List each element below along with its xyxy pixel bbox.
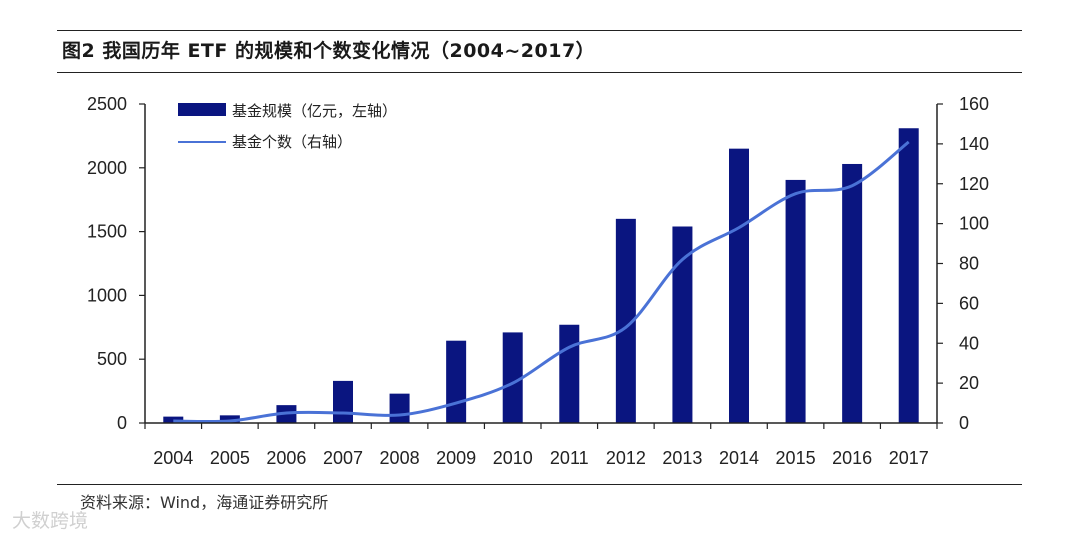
y-right-tick-label: 160 bbox=[959, 94, 989, 114]
line-series bbox=[173, 140, 910, 424]
bar-2008 bbox=[389, 393, 410, 423]
bar-series bbox=[163, 128, 919, 424]
legend: 基金规模（亿元，左轴） 基金个数（右轴） bbox=[178, 102, 397, 151]
x-tick-label: 2005 bbox=[210, 448, 250, 468]
bar-2012 bbox=[615, 218, 636, 423]
x-tick-label: 2013 bbox=[662, 448, 702, 468]
x-tick-label: 2007 bbox=[323, 448, 363, 468]
bar-2016 bbox=[842, 163, 863, 424]
bottom-rule bbox=[57, 484, 1022, 485]
y-left-tick-label: 1500 bbox=[87, 222, 127, 242]
y-left-tick-label: 500 bbox=[97, 349, 127, 369]
x-tick-label: 2012 bbox=[606, 448, 646, 468]
bar-2009 bbox=[446, 340, 467, 423]
y-right-tick-label: 0 bbox=[959, 413, 969, 433]
title-rule bbox=[57, 72, 1022, 73]
y-right-tick-label: 20 bbox=[959, 373, 979, 393]
x-tick-label: 2006 bbox=[266, 448, 306, 468]
y-right-tick-label: 80 bbox=[959, 254, 979, 274]
legend-line-label: 基金个数（右轴） bbox=[232, 133, 352, 151]
bar-2005 bbox=[219, 415, 240, 423]
y-right-tick-label: 120 bbox=[959, 174, 989, 194]
x-tick-label: 2008 bbox=[380, 448, 420, 468]
bar-2007 bbox=[333, 380, 353, 423]
watermark: 大数跨境 bbox=[12, 510, 89, 532]
x-tick-label: 2015 bbox=[776, 448, 816, 468]
x-tick-label: 2004 bbox=[153, 448, 193, 468]
source-note: 资料来源：Wind，海通证券研究所 bbox=[80, 493, 329, 512]
x-tick-label: 2014 bbox=[719, 448, 759, 468]
x-tick-label: 2011 bbox=[550, 448, 589, 468]
bar-2010 bbox=[502, 332, 523, 423]
bar-2017 bbox=[898, 128, 919, 423]
y-right-tick-label: 140 bbox=[959, 134, 989, 154]
figure-title: 图2 我国历年 ETF 的规模和个数变化情况（2004~2017） bbox=[62, 40, 596, 62]
x-tick-label: 2017 bbox=[889, 448, 929, 468]
x-tick-label: 2009 bbox=[436, 448, 476, 468]
legend-bar-label: 基金规模（亿元，左轴） bbox=[232, 102, 397, 120]
bar-2015 bbox=[785, 179, 806, 423]
y-right-tick-label: 100 bbox=[959, 214, 989, 234]
bar-2013 bbox=[672, 226, 693, 423]
y-left-tick-label: 1000 bbox=[87, 285, 127, 305]
top-rule bbox=[57, 30, 1022, 31]
y-left-tick-label: 2500 bbox=[87, 94, 127, 114]
legend-bar-swatch bbox=[178, 103, 226, 116]
y-right-tick-label: 40 bbox=[959, 333, 979, 353]
y-left-tick-label: 0 bbox=[117, 413, 127, 433]
axes: 0 500 1000 1500 2000 2500 0 20 40 60 80 100 120 140 16… bbox=[87, 94, 989, 468]
x-tick-label: 2016 bbox=[832, 448, 872, 468]
y-right-tick-label: 60 bbox=[959, 293, 979, 313]
bar-2011 bbox=[559, 324, 580, 423]
y-left-tick-label: 2000 bbox=[87, 158, 127, 178]
bar-2014 bbox=[729, 148, 749, 423]
x-tick-label: 2010 bbox=[493, 448, 533, 468]
